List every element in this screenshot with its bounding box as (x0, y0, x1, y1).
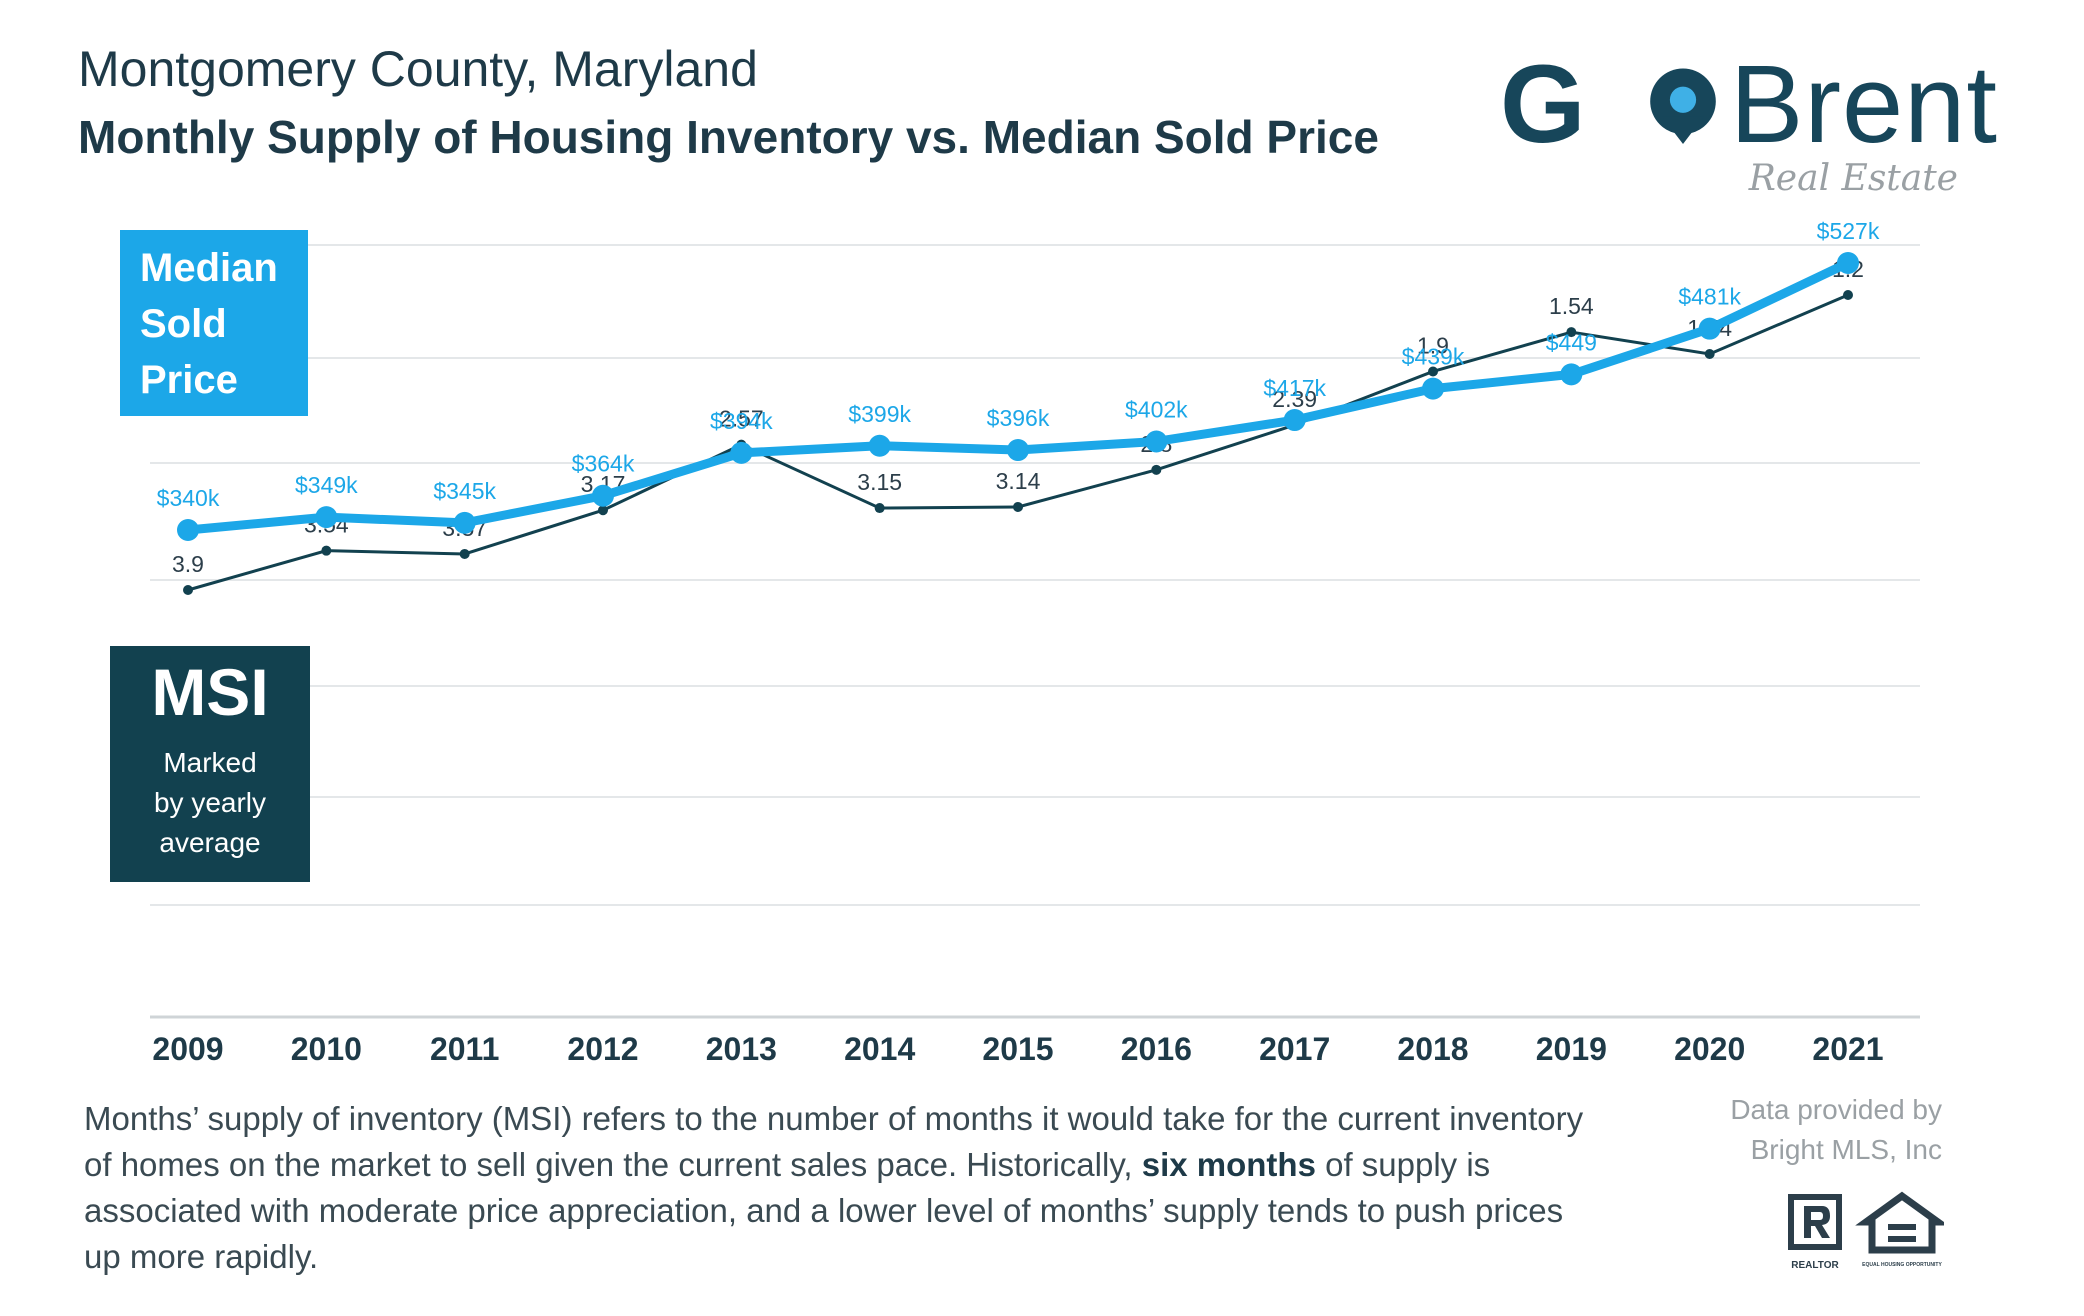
price-point (1145, 430, 1168, 453)
price-data-label: $481k (1678, 284, 1741, 310)
chart-subtitle: Monthly Supply of Housing Inventory vs. … (78, 111, 1379, 163)
price-data-label: $402k (1125, 396, 1188, 422)
price-point (592, 484, 614, 507)
price-point (1698, 317, 1721, 340)
median-price-label-box: Median Sold Price (120, 230, 308, 416)
description-text: Months’ supply of inventory (MSI) refers… (84, 1096, 1604, 1280)
price-data-label: $345k (433, 478, 496, 504)
msi-data-label: 2.39 (1272, 386, 1317, 412)
price-point (1837, 252, 1859, 274)
realtor-logo: REALTOR (1788, 1194, 1842, 1271)
msi-point (598, 505, 608, 516)
x-axis: 2009 2010 2011 2012 2013 2014 2015 2016 2017 2018… (150, 1015, 1920, 1067)
msi-data-label: 1.54 (1549, 293, 1594, 319)
msi-sub-line: average (159, 826, 261, 858)
price-point (1560, 363, 1583, 386)
x-tick-label: 2013 (706, 1031, 777, 1067)
svg-text:REALTOR: REALTOR (1791, 1260, 1839, 1271)
chart-grid (150, 244, 1920, 906)
msi-point (183, 585, 193, 595)
price-data-label: $396k (987, 405, 1050, 431)
x-tick-label: 2017 (1259, 1031, 1330, 1067)
msi-point (1843, 290, 1853, 300)
price-data-label: $417k (1263, 375, 1326, 401)
svg-text:EQUAL HOUSING OPPORTUNITY: EQUAL HOUSING OPPORTUNITY (1862, 1262, 1942, 1268)
x-tick-label: 2012 (567, 1031, 638, 1067)
msi-data-label: 3.15 (857, 469, 902, 495)
price-point (315, 506, 338, 529)
x-tick-label: 2021 (1812, 1031, 1883, 1067)
logo-go: G (1500, 43, 1586, 166)
logo-subtitle: Real Estate (1748, 158, 1958, 199)
price-point (1283, 409, 1306, 432)
credit-line: Data provided by (1730, 1094, 1942, 1125)
description-bold: six months (1141, 1146, 1316, 1183)
msi-box-title: MSI (151, 655, 269, 729)
msi-data-label: 1.9 (1417, 332, 1449, 358)
x-tick-label: 2009 (152, 1031, 223, 1067)
price-data-label: $399k (848, 401, 911, 427)
msi-box-subtitle: Marked by yearly average (110, 743, 310, 863)
price-point (453, 511, 476, 534)
msi-data-label: 2.57 (719, 406, 764, 432)
x-tick-label: 2020 (1674, 1031, 1745, 1067)
price-data-label: $340k (157, 485, 220, 511)
price-data-label: $364k (572, 451, 635, 477)
msi-point (1013, 501, 1023, 512)
price-box-line: Sold (140, 302, 227, 346)
msi-sub-line: Marked (163, 746, 257, 778)
price-data-label: $349k (295, 472, 358, 498)
msi-point (1151, 464, 1162, 475)
msi-point (321, 545, 332, 556)
price-box-line: Price (140, 358, 238, 402)
price-point (868, 434, 891, 457)
price-point (177, 519, 199, 541)
x-tick-label: 2016 (1121, 1031, 1192, 1067)
data-credit: Data provided by Bright MLS, Inc (1662, 1090, 1942, 1170)
logo-brent: Brent (1730, 43, 1998, 166)
price-data-label: $449 (1546, 329, 1597, 355)
price-box-line: Median (140, 246, 278, 290)
msi-sub-line: by yearly (153, 786, 267, 818)
price-data-label: $394k (710, 408, 773, 434)
description-part: of supply is associated with moderate pr… (84, 1146, 1564, 1275)
credit-line: Bright MLS, Inc (1750, 1134, 1942, 1165)
description-part: Months’ supply of inventory (MSI) refers… (84, 1100, 1584, 1183)
x-tick-label: 2015 (982, 1031, 1053, 1067)
x-tick-label: 2014 (844, 1031, 915, 1067)
msi-point (1566, 327, 1577, 338)
x-tick-label: 2011 (430, 1031, 499, 1067)
msi-point (874, 503, 885, 514)
equal-housing-logo: EQUAL HOUSING OPPORTUNITY (1855, 1191, 1944, 1268)
price-point (1422, 377, 1444, 400)
price-point (730, 441, 753, 464)
chart-title: Montgomery County, Maryland (78, 41, 758, 97)
price-series: $340k $349k $345k $364k $394k $399k $396k $402k… (157, 218, 1880, 541)
msi-point (459, 548, 470, 559)
price-data-label: $439k (1402, 344, 1465, 370)
msi-data-label: 3.9 (172, 551, 204, 577)
map-pin-icon (1650, 68, 1716, 144)
x-tick-label: 2010 (291, 1031, 362, 1067)
gobrent-logo: G Brent Real Estate (1500, 43, 1997, 200)
msi-data-label: 3.14 (996, 468, 1041, 494)
badges: REALTOR EQUAL HOUSING OPPORTUNITY (1788, 1191, 1944, 1271)
msi-point (1704, 349, 1715, 359)
msi-label-box: MSI Marked by yearly average (110, 646, 310, 882)
x-tick-label: 2019 (1536, 1031, 1607, 1067)
price-data-label: $527k (1817, 218, 1880, 244)
x-tick-label: 2018 (1397, 1031, 1468, 1067)
price-point (1007, 439, 1029, 462)
msi-point (1428, 366, 1438, 377)
